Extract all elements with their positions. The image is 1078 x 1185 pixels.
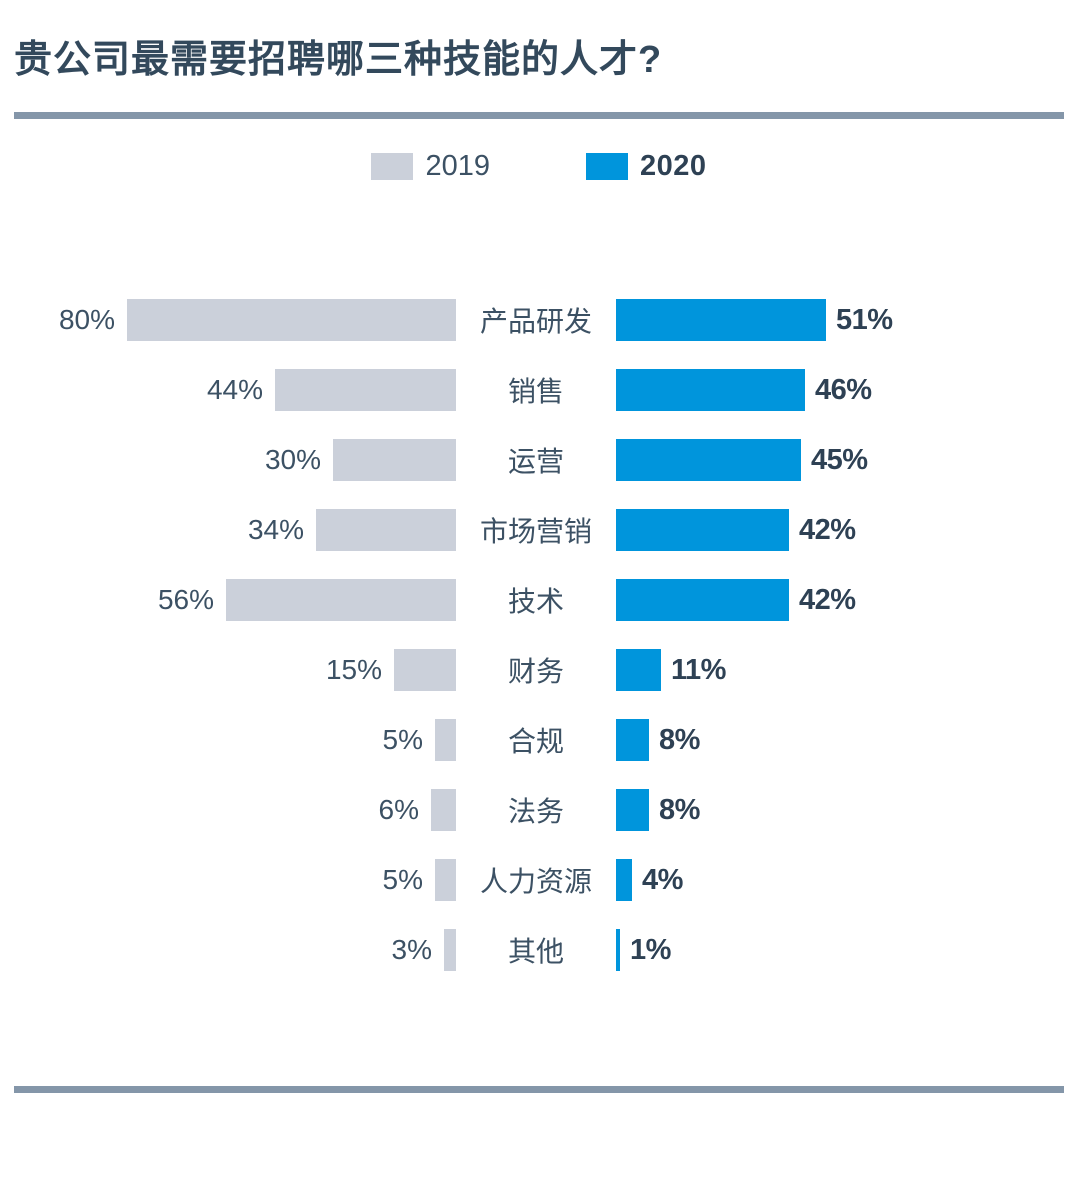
zone-2020: 51% bbox=[616, 299, 1078, 341]
value-label-2020: 46% bbox=[815, 373, 872, 406]
value-label-2019: 5% bbox=[382, 864, 423, 895]
value-label-2019: 15% bbox=[325, 654, 382, 685]
zone-2019: 15% bbox=[0, 649, 456, 691]
category-label: 市场营销 bbox=[479, 516, 592, 547]
zone-2019: 34% bbox=[0, 509, 456, 551]
value-label-2020: 4% bbox=[642, 863, 683, 896]
value-label-2019: 3% bbox=[391, 934, 432, 965]
bar-2020 bbox=[616, 579, 789, 621]
bar-2020 bbox=[616, 859, 632, 901]
zone-2019: 3% bbox=[0, 929, 456, 971]
zone-2019: 5% bbox=[0, 859, 456, 901]
bar-2019 bbox=[316, 509, 456, 551]
value-label-2020: 1% bbox=[630, 933, 671, 966]
chart-row: 34% 市场营销 42% bbox=[0, 495, 1078, 565]
bottom-divider bbox=[14, 1086, 1064, 1093]
value-label-2020: 42% bbox=[799, 583, 856, 616]
chart-title: 贵公司最需要招聘哪三种技能的人才? bbox=[14, 39, 663, 81]
bar-2019 bbox=[127, 299, 456, 341]
bar-2020 bbox=[616, 929, 620, 971]
zone-2019: 44% bbox=[0, 369, 456, 411]
bar-2020 bbox=[616, 439, 801, 481]
legend-item-2020: 2020 bbox=[586, 150, 707, 183]
bar-2019 bbox=[333, 439, 456, 481]
category-label: 财务 bbox=[507, 656, 564, 687]
value-label-2020: 11% bbox=[671, 653, 726, 686]
bar-2019 bbox=[431, 789, 456, 831]
category-label: 合规 bbox=[507, 726, 564, 757]
value-label-2019: 30% bbox=[264, 444, 321, 475]
bar-2020 bbox=[616, 719, 649, 761]
value-label-2019: 80% bbox=[58, 304, 115, 335]
value-label-2019: 6% bbox=[378, 794, 419, 825]
top-divider bbox=[14, 112, 1064, 119]
value-label-2019: 44% bbox=[206, 374, 263, 405]
category-label: 法务 bbox=[507, 796, 564, 827]
legend-swatch-2019 bbox=[371, 152, 414, 180]
value-label-2020: 8% bbox=[659, 793, 700, 826]
zone-2020: 4% bbox=[616, 859, 1078, 901]
zone-2020: 42% bbox=[616, 579, 1078, 621]
legend-label-2019: 2019 bbox=[425, 149, 490, 182]
zone-2020: 42% bbox=[616, 509, 1078, 551]
value-label-2019: 34% bbox=[247, 514, 304, 545]
category-label: 人力资源 bbox=[479, 866, 592, 897]
chart-row: 44% 销售 46% bbox=[0, 355, 1078, 425]
legend: 2019 2020 bbox=[0, 150, 1078, 183]
report-page: 贵公司最需要招聘哪三种技能的人才? 2019 2020 80% 产品研发 51% 44… bbox=[0, 34, 1078, 1185]
chart-row: 5% 合规 8% bbox=[0, 705, 1078, 775]
chart-row: 15% 财务 11% bbox=[0, 635, 1078, 705]
bar-2020 bbox=[616, 299, 826, 341]
zone-2019: 30% bbox=[0, 439, 456, 481]
category-label: 销售 bbox=[507, 376, 564, 407]
value-label-2019: 56% bbox=[157, 584, 214, 615]
bar-2019 bbox=[435, 719, 456, 761]
chart-row: 6% 法务 8% bbox=[0, 775, 1078, 845]
value-label-2020: 42% bbox=[799, 513, 856, 546]
zone-2020: 8% bbox=[616, 789, 1078, 831]
bar-2020 bbox=[616, 369, 805, 411]
zone-2020: 1% bbox=[616, 929, 1078, 971]
category-label: 技术 bbox=[507, 586, 564, 617]
bar-2019 bbox=[275, 369, 456, 411]
zone-2019: 56% bbox=[0, 579, 456, 621]
bar-2019 bbox=[435, 859, 456, 901]
chart-row: 80% 产品研发 51% bbox=[0, 285, 1078, 355]
chart-row: 5% 人力资源 4% bbox=[0, 845, 1078, 915]
bar-2019 bbox=[394, 649, 456, 691]
bar-2020 bbox=[616, 649, 661, 691]
zone-2019: 80% bbox=[0, 299, 456, 341]
value-label-2019: 5% bbox=[382, 724, 423, 755]
legend-swatch-2020 bbox=[586, 152, 628, 180]
zone-2020: 8% bbox=[616, 719, 1078, 761]
category-label: 其他 bbox=[507, 936, 564, 967]
value-label-2020: 51% bbox=[836, 303, 893, 336]
category-label: 运营 bbox=[507, 446, 564, 477]
chart-row: 3% 其他 1% bbox=[0, 915, 1078, 985]
chart-row: 30% 运营 45% bbox=[0, 425, 1078, 495]
value-label-2020: 8% bbox=[659, 723, 700, 756]
legend-label-2020: 2020 bbox=[640, 149, 707, 182]
zone-2020: 45% bbox=[616, 439, 1078, 481]
bar-2020 bbox=[616, 789, 649, 831]
bar-2019 bbox=[226, 579, 456, 621]
legend-item-2019: 2019 bbox=[371, 150, 490, 183]
zone-2019: 5% bbox=[0, 719, 456, 761]
zone-2020: 46% bbox=[616, 369, 1078, 411]
chart-row: 56% 技术 42% bbox=[0, 565, 1078, 635]
bar-2019 bbox=[444, 929, 456, 971]
bar-2020 bbox=[616, 509, 789, 551]
zone-2019: 6% bbox=[0, 789, 456, 831]
zone-2020: 11% bbox=[616, 649, 1078, 691]
diverging-bar-chart: 80% 产品研发 51% 44% 销售 46% 30% 运营 45% 34% 市场营销 42% 56% 技… bbox=[0, 285, 1078, 985]
value-label-2020: 45% bbox=[811, 443, 868, 476]
category-label: 产品研发 bbox=[479, 306, 592, 337]
